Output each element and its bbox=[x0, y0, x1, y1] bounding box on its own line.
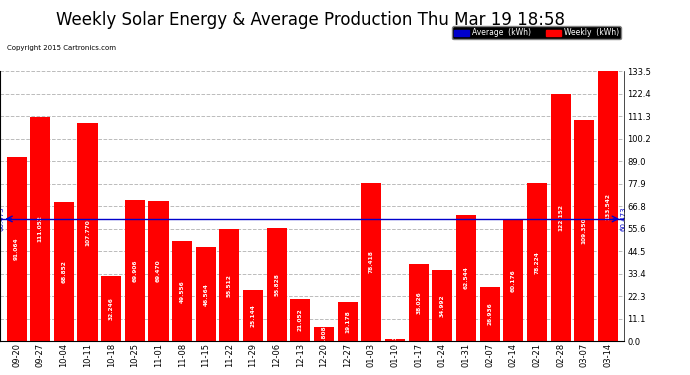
Text: 26.936: 26.936 bbox=[487, 303, 492, 326]
Text: 21.052: 21.052 bbox=[298, 309, 303, 332]
Bar bbox=[148, 201, 168, 341]
Bar bbox=[77, 123, 97, 341]
Bar bbox=[480, 287, 500, 341]
Bar bbox=[598, 71, 618, 341]
Text: 60.473: 60.473 bbox=[620, 207, 627, 231]
Bar bbox=[574, 120, 594, 341]
Text: 109.350: 109.350 bbox=[582, 217, 586, 244]
Text: 19.178: 19.178 bbox=[345, 310, 351, 333]
Text: 78.418: 78.418 bbox=[369, 251, 374, 273]
Bar bbox=[503, 219, 523, 341]
Text: 55.512: 55.512 bbox=[227, 274, 232, 297]
Bar bbox=[172, 241, 193, 341]
Bar bbox=[6, 157, 27, 341]
Text: 69.470: 69.470 bbox=[156, 260, 161, 282]
Bar bbox=[290, 298, 310, 341]
Bar bbox=[125, 200, 145, 341]
Bar bbox=[219, 229, 239, 341]
Text: 6.808: 6.808 bbox=[322, 325, 326, 344]
Bar bbox=[456, 215, 476, 341]
Bar bbox=[243, 290, 263, 341]
Bar bbox=[30, 117, 50, 341]
Text: 49.556: 49.556 bbox=[179, 280, 185, 303]
Text: 60.473: 60.473 bbox=[0, 207, 4, 231]
Text: 62.544: 62.544 bbox=[464, 267, 469, 290]
Bar bbox=[337, 303, 357, 341]
Bar bbox=[196, 247, 216, 341]
Text: Weekly Solar Energy & Average Production Thu Mar 19 18:58: Weekly Solar Energy & Average Production… bbox=[56, 11, 565, 29]
Text: 46.564: 46.564 bbox=[204, 283, 208, 306]
Bar bbox=[267, 228, 287, 341]
Text: 25.144: 25.144 bbox=[250, 304, 255, 327]
Text: 91.064: 91.064 bbox=[14, 238, 19, 261]
Bar bbox=[385, 339, 405, 341]
Text: 55.828: 55.828 bbox=[274, 273, 279, 296]
Bar bbox=[527, 183, 547, 341]
Text: 111.052: 111.052 bbox=[38, 216, 43, 242]
Bar bbox=[314, 327, 334, 341]
Text: 107.770: 107.770 bbox=[85, 219, 90, 246]
Text: 133.542: 133.542 bbox=[605, 193, 611, 220]
Bar bbox=[54, 202, 74, 341]
Text: 69.906: 69.906 bbox=[132, 259, 137, 282]
Legend: Average  (kWh), Weekly  (kWh): Average (kWh), Weekly (kWh) bbox=[452, 27, 620, 39]
Text: 1.030: 1.030 bbox=[393, 331, 397, 350]
Bar bbox=[362, 183, 382, 341]
Text: 68.852: 68.852 bbox=[61, 260, 66, 283]
Text: 32.246: 32.246 bbox=[108, 297, 114, 320]
Text: 38.026: 38.026 bbox=[416, 291, 421, 314]
Text: Copyright 2015 Cartronics.com: Copyright 2015 Cartronics.com bbox=[7, 45, 116, 51]
Text: 78.224: 78.224 bbox=[535, 251, 540, 274]
Bar bbox=[432, 270, 453, 341]
Bar bbox=[101, 276, 121, 341]
Bar bbox=[408, 264, 428, 341]
Text: 122.152: 122.152 bbox=[558, 204, 563, 231]
Text: 34.992: 34.992 bbox=[440, 294, 445, 317]
Bar bbox=[551, 94, 571, 341]
Text: 60.176: 60.176 bbox=[511, 269, 516, 292]
